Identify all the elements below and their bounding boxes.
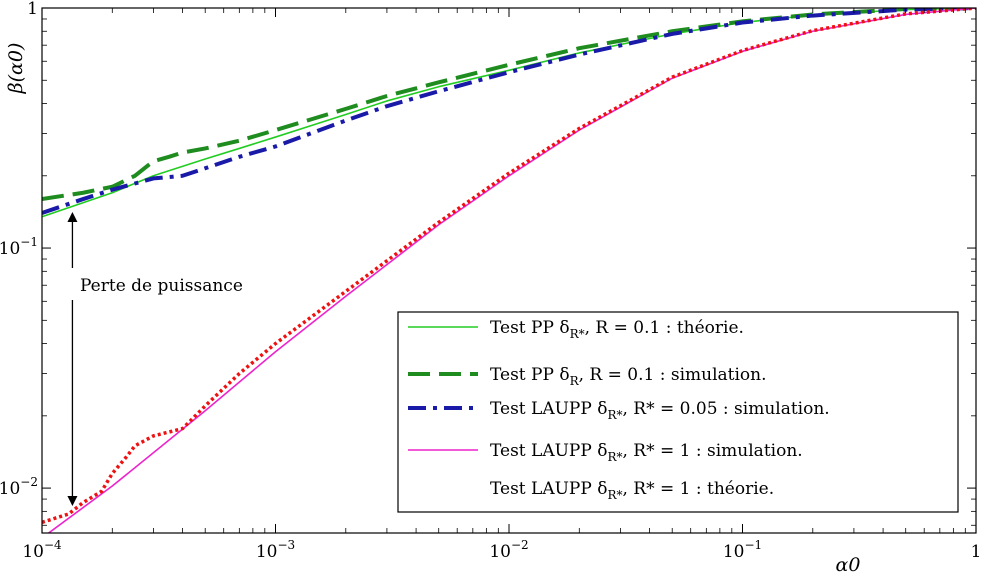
- series-line-5: [42, 8, 976, 525]
- series-line-2: [42, 8, 976, 202]
- legend: Test PP δR*, R = 0.1 : théorie. Test PP δ…: [397, 311, 959, 513]
- legend-entry-5: Test LAUPP δR*, R* = 1 : théorie.: [490, 479, 774, 502]
- legend-box: [397, 311, 959, 513]
- series-line-3: [42, 8, 976, 215]
- x-tick-label-5: 1: [971, 542, 982, 562]
- tick-layer: 10−4 10−3 10−2 10−1 1 10−2 10−1 1: [0, 0, 981, 562]
- x-tick-label-1: 10−4: [22, 538, 62, 562]
- x-tick-label-2: 10−3: [256, 538, 295, 562]
- x-axis-label: α0: [836, 554, 861, 576]
- legend-entry-2: Test PP δR, R = 0.1 : simulation.: [490, 365, 767, 388]
- series-line-4: [47, 8, 976, 533]
- legend-entry-1: Test PP δR*, R = 0.1 : théorie.: [490, 318, 744, 341]
- annotation-layer: Perte de puissance: [67, 211, 243, 507]
- y-tick-label-1: 10−2: [0, 475, 38, 499]
- x-tick-label-3: 10−2: [489, 538, 528, 562]
- axis-labels: α0 β(α0): [5, 43, 860, 576]
- series-layer: [42, 8, 976, 533]
- annotation-label: Perte de puissance: [80, 276, 243, 296]
- y-tick-label-3: 1: [27, 0, 38, 19]
- legend-entry-4: Test LAUPP δR*, R* = 1 : simulation.: [490, 441, 803, 464]
- y-tick-label-2: 10−1: [0, 235, 38, 259]
- series-line-1: [42, 8, 976, 218]
- legend-entry-3: Test LAUPP δR*, R* = 0.05 : simulation.: [490, 399, 830, 422]
- y-axis-label: β(α0): [5, 43, 27, 95]
- x-tick-label-4: 10−1: [723, 538, 762, 562]
